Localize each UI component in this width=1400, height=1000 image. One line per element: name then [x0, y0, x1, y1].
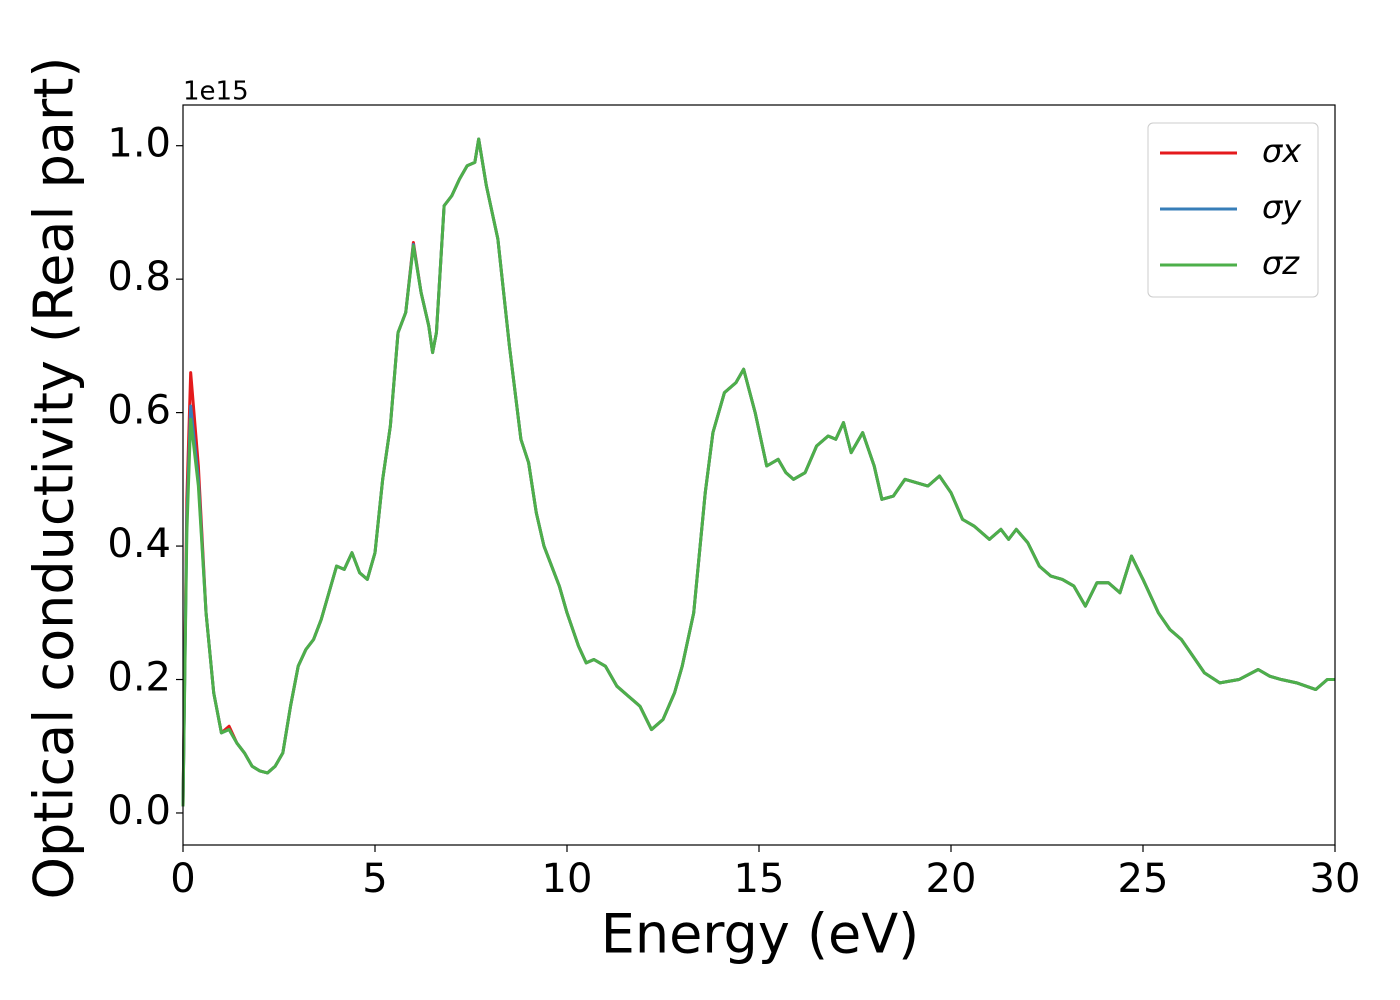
x-tick-label: 10 [542, 856, 593, 902]
x-tick-label: 30 [1310, 856, 1361, 902]
x-tick-label: 25 [1118, 856, 1169, 902]
x-tick-label: 15 [734, 856, 785, 902]
y-axis-label: Optical conductivity (Real part) [23, 57, 86, 900]
y-tick-label: 0.0 [107, 788, 171, 834]
x-tick-label: 20 [926, 856, 977, 902]
legend-label: σx [1262, 132, 1302, 170]
y-tick-label: 0.2 [107, 655, 171, 701]
legend-label: σy [1262, 188, 1302, 226]
y-offset-label: 1e15 [183, 77, 249, 107]
y-tick-label: 0.4 [107, 521, 171, 567]
y-tick-label: 1.0 [107, 121, 171, 167]
x-tick-label: 5 [362, 856, 387, 902]
x-tick-label: 0 [170, 856, 195, 902]
y-tick-label: 0.8 [107, 254, 171, 300]
series-line [181, 137, 1335, 807]
y-tick-label: 0.6 [107, 388, 171, 434]
legend-label: σz [1262, 244, 1300, 282]
x-axis-label: Energy (eV) [601, 903, 920, 966]
plot-frame [182, 104, 1336, 846]
